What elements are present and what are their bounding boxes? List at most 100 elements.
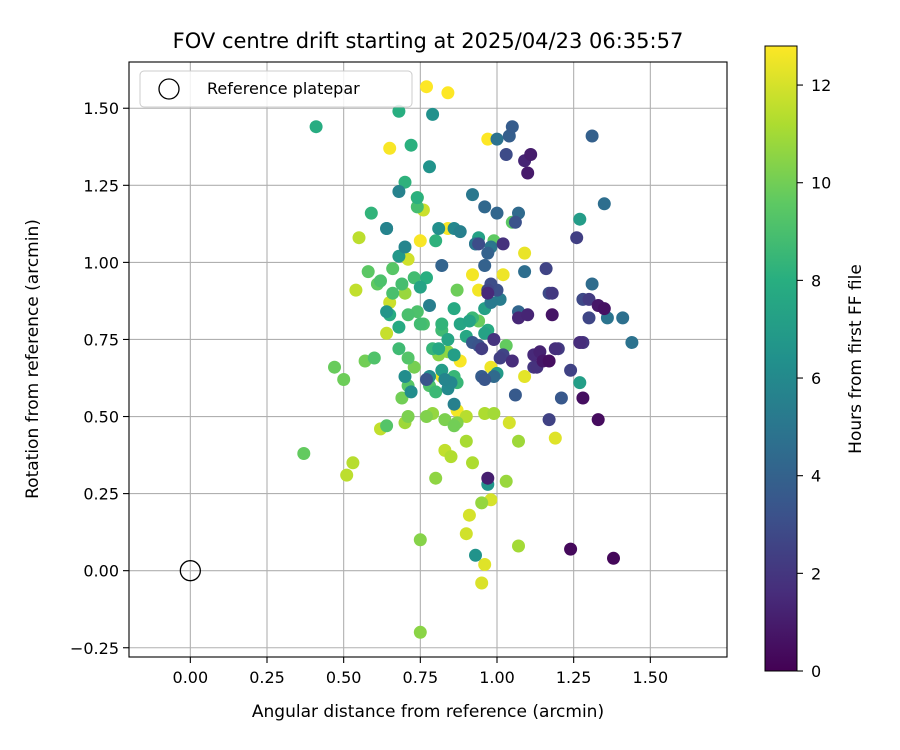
data-point: [432, 342, 446, 356]
data-point: [386, 286, 400, 300]
data-point: [407, 271, 421, 285]
data-point: [475, 576, 489, 590]
data-point: [597, 302, 611, 316]
data-point: [383, 141, 397, 155]
data-point: [438, 413, 452, 427]
data-point: [413, 280, 427, 294]
data-point: [512, 434, 525, 448]
y-tick-label: 1.50: [83, 99, 119, 118]
data-point: [435, 259, 449, 272]
data-point: [576, 391, 590, 405]
data-point: [364, 206, 378, 220]
data-point: [607, 551, 620, 565]
data-point: [478, 373, 492, 386]
data-point: [564, 363, 578, 377]
colorbar-label: Hours from first FF file: [846, 264, 866, 454]
y-axis-ticks: −0.25 0.00 0.25 0.50 0.75 1.00 1.25 1.50: [70, 99, 129, 658]
data-point: [459, 434, 473, 448]
data-point: [413, 533, 427, 547]
colorbar-tick-label: 6: [811, 369, 821, 388]
data-point: [462, 314, 476, 328]
data-point: [548, 342, 562, 356]
data-point: [475, 496, 489, 510]
data-points: [297, 80, 639, 639]
data-point: [573, 212, 587, 226]
data-point: [401, 308, 415, 322]
reference-platepar-marker: [179, 560, 201, 582]
chart-title: FOV centre drift starting at 2025/04/23 …: [173, 29, 684, 53]
data-point: [450, 283, 464, 297]
data-point: [573, 376, 587, 390]
data-point: [392, 104, 406, 118]
data-point: [505, 354, 519, 368]
data-point: [380, 326, 394, 340]
data-point: [469, 548, 482, 562]
data-point: [380, 305, 394, 319]
data-point: [490, 206, 504, 220]
legend-box: [139, 70, 413, 108]
data-point: [585, 129, 599, 143]
data-point: [423, 160, 436, 174]
data-point: [548, 431, 562, 445]
data-point: [398, 175, 412, 189]
data-point: [459, 527, 473, 541]
data-point: [395, 277, 409, 291]
data-point: [481, 132, 495, 146]
legend-marker-reference: [158, 78, 180, 100]
data-point: [420, 271, 433, 285]
grid: [129, 62, 727, 657]
data-point: [407, 360, 421, 374]
data-point: [496, 268, 510, 282]
data-point: [481, 246, 495, 260]
legend: Reference platepar: [139, 70, 413, 108]
data-point: [478, 326, 492, 340]
data-point: [564, 542, 578, 556]
data-point: [429, 471, 443, 485]
x-tick-label: 1.00: [479, 668, 515, 687]
data-point: [432, 222, 446, 235]
data-point: [367, 351, 381, 365]
data-point: [441, 86, 455, 100]
data-point: [352, 231, 366, 245]
data-point: [573, 336, 587, 349]
data-point: [570, 231, 584, 245]
data-point: [508, 215, 522, 229]
data-point: [490, 132, 504, 146]
x-tick-label: 1.25: [556, 668, 592, 687]
y-tick-label: 0.75: [83, 330, 119, 349]
data-point: [380, 419, 394, 433]
data-point: [475, 342, 489, 356]
y-tick-label: 1.25: [83, 176, 119, 195]
colorbar-tick-label: 2: [811, 564, 821, 583]
data-point: [625, 336, 639, 349]
reference-marker: [179, 560, 201, 582]
data-point: [328, 360, 341, 374]
colorbar: 0 2 4 6 8 10 12 Hours from first FF file: [764, 45, 866, 681]
data-point: [340, 468, 354, 482]
data-point: [493, 351, 507, 365]
data-point: [337, 373, 351, 386]
data-point: [478, 558, 492, 571]
data-point: [309, 120, 323, 134]
data-point: [512, 539, 525, 553]
data-point: [518, 370, 532, 383]
data-point: [554, 391, 568, 405]
data-point: [499, 148, 513, 161]
data-point: [398, 240, 412, 254]
y-tick-label: 1.00: [83, 253, 119, 272]
plot-area-frame: [128, 61, 728, 658]
data-point: [374, 274, 387, 288]
x-tick-label: 0.50: [326, 668, 362, 687]
data-point: [395, 391, 409, 405]
data-point: [481, 471, 495, 485]
data-point: [487, 333, 501, 346]
data-point: [542, 413, 556, 427]
data-point: [447, 397, 461, 411]
x-axis-label: Angular distance from reference (arcmin): [252, 702, 604, 722]
data-point: [401, 351, 415, 365]
colorbar-tick-label: 10: [811, 174, 831, 193]
data-point: [392, 342, 406, 356]
data-point: [447, 302, 461, 316]
data-point: [585, 277, 599, 291]
